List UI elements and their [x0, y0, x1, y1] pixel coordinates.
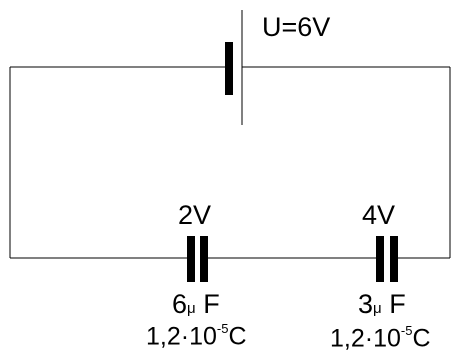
capacitor-right-charge-label: 1,2·10-5C: [330, 324, 431, 352]
capacitor-left-charge-label: 1,2·10-5C: [146, 322, 247, 350]
capacitor-left-plate-1: [187, 236, 195, 282]
capacitor-right-voltage-label: 4V: [362, 200, 396, 230]
capacitor-left-charge-exponent: -5: [216, 321, 229, 336]
capacitor-left-cap-mu: μ: [187, 300, 196, 317]
capacitor-left-voltage-label: 2V: [178, 200, 212, 230]
capacitor-right-charge-unit: C: [412, 324, 431, 353]
capacitor-right-charge-base: 1,2·10: [330, 324, 401, 353]
battery-voltage-label: U=6V: [262, 12, 331, 42]
capacitor-right-cap-number: 3: [358, 289, 374, 319]
capacitor-left-charge-unit: C: [228, 322, 247, 351]
capacitor-left-cap-unit: F: [195, 289, 220, 319]
capacitor-right-plate-1: [376, 236, 384, 282]
capacitor-right-cap-unit: F: [381, 289, 406, 319]
capacitor-right-capacitance-label: 3μ F: [358, 291, 406, 318]
capacitor-right-plate-2: [390, 236, 398, 282]
capacitor-left-plate-2: [200, 236, 208, 282]
capacitor-right-cap-mu: μ: [373, 300, 382, 317]
capacitor-right-charge-exponent: -5: [400, 323, 413, 338]
capacitor-left-cap-number: 6: [172, 289, 188, 319]
capacitor-left-charge-base: 1,2·10: [146, 322, 217, 351]
battery-negative-plate: [225, 42, 233, 95]
capacitor-left-capacitance-label: 6μ F: [172, 291, 220, 318]
